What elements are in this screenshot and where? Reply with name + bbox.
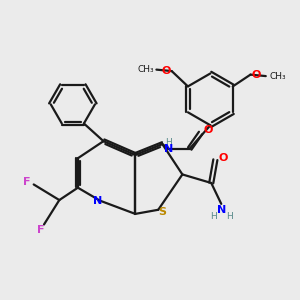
Text: O: O — [162, 66, 171, 76]
Text: CH₃: CH₃ — [269, 72, 286, 81]
Text: H: H — [210, 212, 216, 221]
Text: F: F — [37, 225, 45, 235]
Text: H: H — [226, 212, 233, 221]
Text: H: H — [165, 137, 172, 146]
Text: O: O — [218, 153, 227, 163]
Text: F: F — [23, 176, 31, 187]
Text: O: O — [251, 70, 260, 80]
Text: N: N — [164, 143, 173, 154]
Text: S: S — [158, 207, 166, 217]
Text: N: N — [93, 196, 102, 206]
Text: CH₃: CH₃ — [138, 65, 154, 74]
Text: O: O — [203, 125, 213, 135]
Text: N: N — [217, 206, 226, 215]
